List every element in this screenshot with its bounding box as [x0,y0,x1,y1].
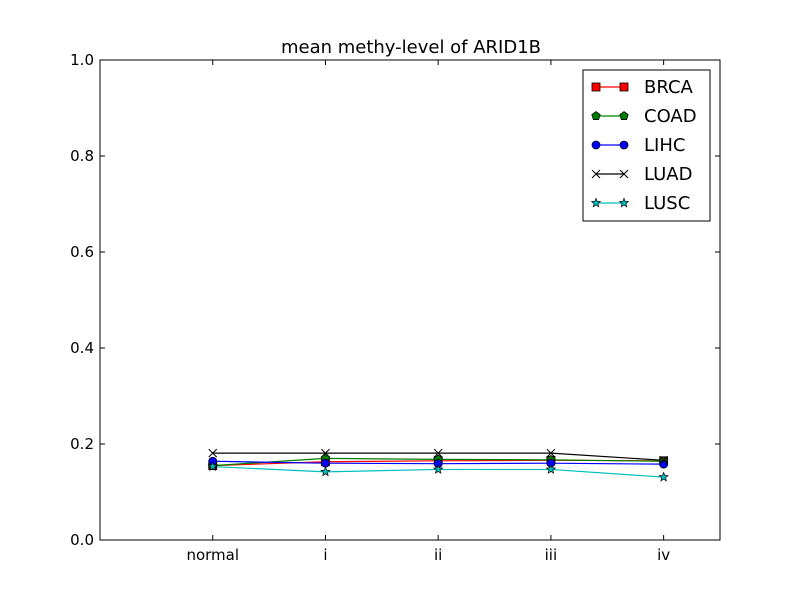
data-point-lihc [321,459,329,467]
legend-label-lihc: LIHC [644,135,685,156]
legend-marker-brca [592,83,600,91]
y-tick-label: 1.0 [70,51,94,69]
y-tick-label: 0.0 [70,531,94,549]
data-point-lusc [321,467,330,475]
legend-label-lusc: LUSC [644,193,690,214]
legend-label-coad: COAD [644,106,697,127]
legend-marker-brca [620,83,628,91]
chart-title: mean methy-level of ARID1B [281,37,541,58]
x-tick-label: iv [657,546,670,564]
data-point-lihc [660,460,668,468]
y-tick-label: 0.6 [70,243,94,261]
legend-marker-lihc [620,141,628,149]
y-tick-label: 0.2 [70,435,94,453]
legend-label-brca: BRCA [644,77,694,98]
x-tick-label: i [323,546,327,564]
legend-marker-lihc [592,141,600,149]
x-tick-label: iii [545,546,558,564]
x-tick-label: ii [434,546,442,564]
legend: BRCA COAD LIHC LUAD LUSC [583,70,710,221]
x-tick-label: normal [186,546,239,564]
data-point-lusc [659,473,668,481]
y-tick-label: 0.8 [70,147,94,165]
series-markers [208,449,668,481]
legend-label-luad: LUAD [644,164,692,185]
y-tick-label: 0.4 [70,339,94,357]
